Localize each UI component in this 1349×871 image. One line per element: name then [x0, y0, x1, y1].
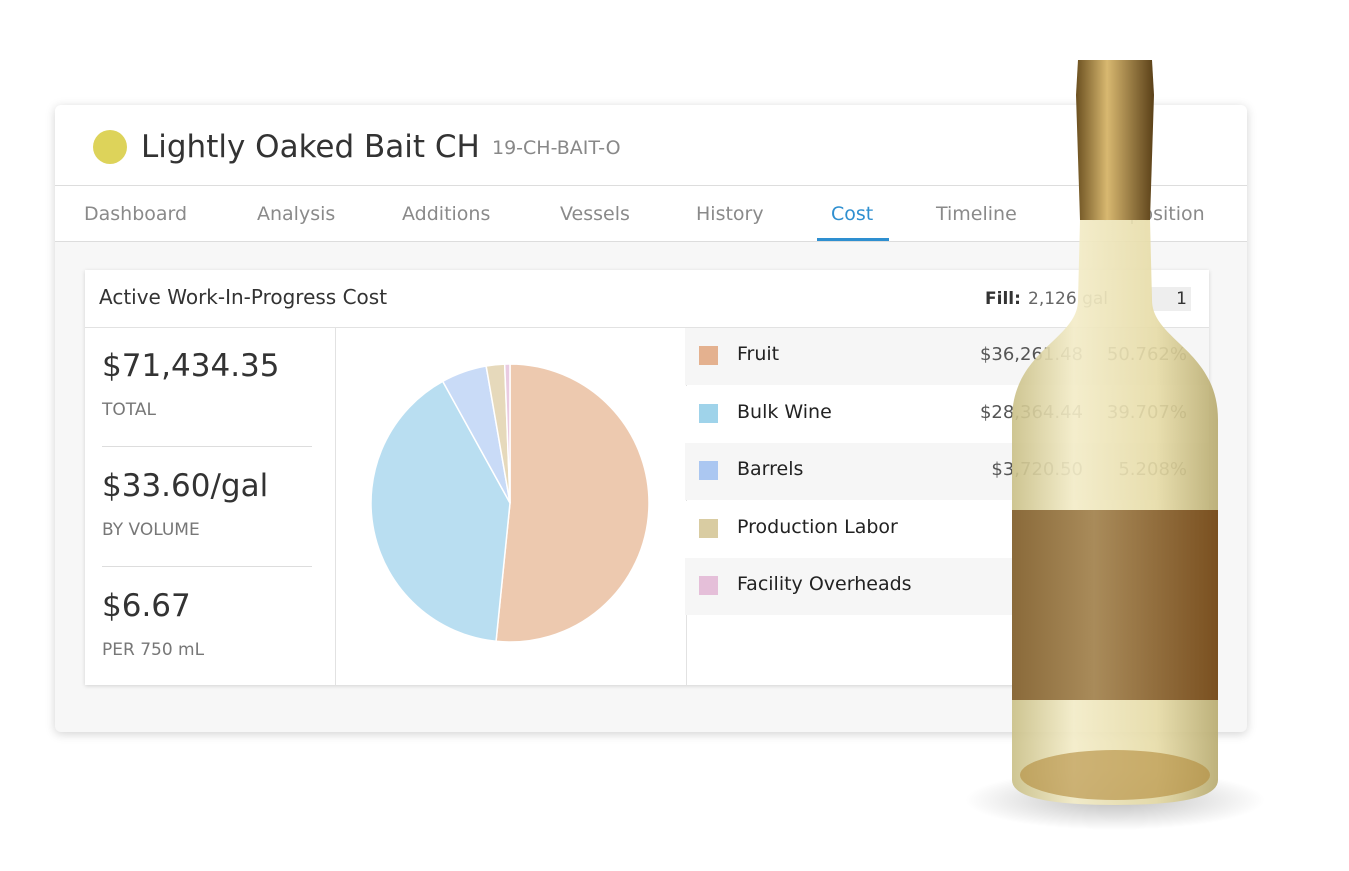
fill-label: Fill: [985, 289, 1021, 309]
legend-swatch [699, 461, 718, 480]
bottle-image [965, 60, 1265, 830]
code: 19-CH-BAIT-O [492, 137, 621, 159]
tab-underline [817, 238, 889, 241]
legend-name: Production Labor [737, 515, 898, 538]
stat-value: $6.67 [102, 588, 191, 624]
title: Lightly Oaked Bait CH [141, 129, 480, 165]
legend-name: Fruit [737, 343, 780, 365]
tab[interactable]: Cost [831, 203, 874, 225]
legend-swatch [699, 576, 718, 595]
tab[interactable]: Analysis [257, 203, 336, 225]
pie-chart [370, 363, 650, 643]
stat-value: $33.60/gal [102, 468, 269, 504]
divider [102, 446, 312, 447]
tab[interactable]: Additions [402, 203, 491, 225]
pie-slice [503, 363, 511, 504]
panel-header: Active Work-In-Progress Cost Fill: 2,126… [85, 270, 1209, 328]
stat-label: TOTAL [102, 400, 156, 420]
stat-label: PER 750 mL [102, 640, 205, 660]
pie-slice [495, 363, 650, 643]
pie-slice [370, 380, 511, 643]
divider [102, 566, 312, 567]
stats: $71,434.35 TOTAL $33.60/gal BY VOLUME $6.67 P… [85, 328, 335, 685]
tab[interactable]: Timeline [936, 203, 1017, 225]
legend-swatch [699, 346, 718, 365]
status-dot [93, 130, 127, 164]
header: Lightly Oaked Bait CH 19-CH-BAIT-O [55, 105, 1247, 186]
legend-name: Barrels [737, 458, 804, 480]
tab[interactable]: History [696, 203, 764, 225]
vessel-count: 1 [1151, 287, 1191, 311]
legend-name: Bulk Wine [737, 400, 832, 423]
legend-name: Facility Overheads [737, 573, 912, 595]
legend-swatch [699, 403, 718, 423]
tab[interactable]: Vessels [560, 203, 630, 225]
stat-label: BY VOLUME [102, 520, 200, 540]
stat-value: $71,434.35 [102, 348, 280, 384]
legend-swatch [699, 518, 718, 538]
tab[interactable]: Dashboard [84, 203, 188, 225]
panel-title: Active Work-In-Progress Cost [99, 285, 388, 309]
